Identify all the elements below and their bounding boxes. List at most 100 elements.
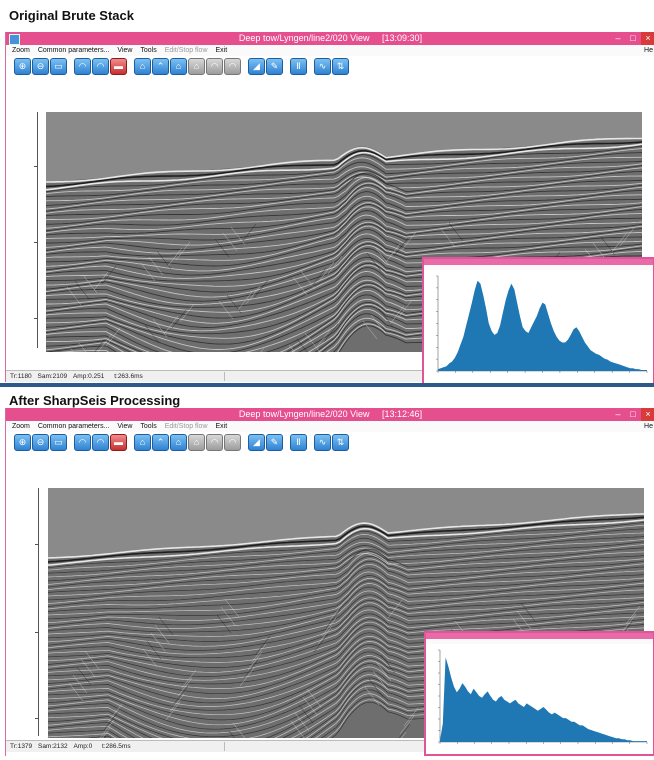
palette-icon[interactable]: ▬ xyxy=(110,58,127,75)
menu-tools[interactable]: Tools xyxy=(140,423,157,430)
trough-icon[interactable]: ⌂ xyxy=(170,58,187,75)
menu-view[interactable]: View xyxy=(117,423,133,430)
diffraction-streak xyxy=(167,247,183,267)
menu-view[interactable]: View xyxy=(117,47,133,54)
seismic-reflector xyxy=(46,156,642,202)
edit-icon[interactable]: ✎ xyxy=(266,434,283,451)
gain-icon[interactable]: ◢ xyxy=(248,58,265,75)
diffraction-streak xyxy=(74,280,90,300)
spectrum-icon[interactable]: ∿ xyxy=(314,58,331,75)
diffraction-streak xyxy=(243,659,259,679)
diffraction-streak xyxy=(214,238,230,258)
menu-common-parameters[interactable]: Common parameters... xyxy=(37,423,110,430)
undo-pick-icon[interactable]: ◠ xyxy=(206,434,223,451)
fill-icon[interactable]: ◠ xyxy=(92,58,109,75)
menu-zoom[interactable]: Zoom xyxy=(12,423,30,430)
seismic-reflector xyxy=(48,585,644,633)
redo-pick-icon[interactable]: ◠ xyxy=(224,58,241,75)
peak-icon[interactable]: ⌃ xyxy=(152,58,169,75)
redo-pick-icon[interactable]: ◠ xyxy=(224,434,241,451)
fill-icon[interactable]: ◠ xyxy=(92,434,109,451)
diffraction-streak xyxy=(329,601,345,621)
menu-tools[interactable]: Tools xyxy=(140,47,157,54)
seismic-reflector xyxy=(48,602,644,655)
seismic-reflector xyxy=(48,593,644,642)
window-title: Deep tow/Lyngen/line2/020 View xyxy=(238,33,370,43)
diffraction-streak xyxy=(173,685,189,705)
diffraction-streak xyxy=(156,250,172,270)
menu-edit-stop-flow[interactable]: Edit/Stop flow xyxy=(164,47,208,54)
wiggle-icon[interactable]: ◠ xyxy=(74,434,91,451)
seismic-section[interactable] xyxy=(48,488,644,738)
diffraction-streak xyxy=(105,327,121,347)
menu-common-parameters[interactable]: Common parameters... xyxy=(37,47,110,54)
wiggle-icon[interactable]: ◠ xyxy=(74,58,91,75)
diffraction-streak xyxy=(306,688,322,708)
horizon-icon[interactable]: ⌂ xyxy=(134,58,151,75)
diffraction-streak xyxy=(611,233,627,253)
diffraction-streak xyxy=(380,654,396,674)
menu-exit[interactable]: Exit xyxy=(215,47,228,54)
diffraction-streak xyxy=(101,727,111,738)
amplitude-histogram-window[interactable] xyxy=(422,257,654,385)
seismic-reflector xyxy=(46,198,642,244)
diffraction-streak xyxy=(72,674,88,694)
pick-icon[interactable]: ⌂ xyxy=(188,434,205,451)
histogram-menu xyxy=(424,265,653,270)
pause-icon[interactable]: Ⅱ xyxy=(290,434,307,451)
diffraction-streak xyxy=(99,719,115,738)
spectrum-icon[interactable]: ∿ xyxy=(314,434,331,451)
zoom-out-icon[interactable]: ⊖ xyxy=(32,434,49,451)
amplitude-icon[interactable]: ⇅ xyxy=(332,434,349,451)
minimize-icon[interactable]: – xyxy=(615,409,621,419)
menu-help[interactable]: He xyxy=(644,47,653,54)
palette-icon[interactable]: ▬ xyxy=(110,434,127,451)
edit-icon[interactable]: ✎ xyxy=(266,58,283,75)
zoom-in-icon[interactable]: ⊕ xyxy=(14,58,31,75)
gain-icon[interactable]: ◢ xyxy=(248,434,265,451)
zoom-in-icon[interactable]: ⊕ xyxy=(14,434,31,451)
seismic-canvas[interactable] xyxy=(6,454,654,740)
pause-icon[interactable]: Ⅱ xyxy=(290,58,307,75)
seismic-reflector xyxy=(48,519,644,566)
zoom-out-icon[interactable]: ⊖ xyxy=(32,58,49,75)
seismic-reflector xyxy=(46,182,642,229)
caption-original: Original Brute Stack xyxy=(9,8,134,23)
histogram-title-bar xyxy=(424,259,653,265)
menu-exit[interactable]: Exit xyxy=(215,423,228,430)
trough-icon[interactable]: ⌂ xyxy=(170,434,187,451)
diffraction-streak xyxy=(94,339,105,352)
menu-edit-stop-flow[interactable]: Edit/Stop flow xyxy=(164,423,208,430)
status-time: t:286.5ms xyxy=(102,743,131,750)
diffraction-streak xyxy=(260,347,265,352)
diffraction-streak xyxy=(302,696,318,716)
title-bar[interactable]: Deep tow/Lyngen/line2/020 View [13:09:30… xyxy=(6,32,654,45)
menu-help[interactable]: He xyxy=(644,423,653,430)
fit-view-icon[interactable]: ▭ xyxy=(50,58,67,75)
seismic-reflector xyxy=(46,206,642,254)
close-icon[interactable]: × xyxy=(641,408,654,421)
close-icon[interactable]: × xyxy=(641,32,654,45)
diffraction-streak xyxy=(179,303,195,323)
maximize-icon[interactable]: □ xyxy=(630,409,636,419)
fit-view-icon[interactable]: ▭ xyxy=(50,434,67,451)
maximize-icon[interactable]: □ xyxy=(630,33,636,43)
pick-icon[interactable]: ⌂ xyxy=(188,58,205,75)
horizon-icon[interactable]: ⌂ xyxy=(134,434,151,451)
histogram-area xyxy=(438,280,647,371)
diffraction-streak xyxy=(237,291,253,311)
amplitude-histogram-window[interactable] xyxy=(424,631,654,756)
undo-pick-icon[interactable]: ◠ xyxy=(206,58,223,75)
diffraction-streak xyxy=(304,332,320,352)
diffraction-streak xyxy=(107,703,123,723)
diffraction-streak xyxy=(621,613,637,633)
diffraction-streak xyxy=(368,678,384,698)
minimize-icon[interactable]: – xyxy=(615,33,621,43)
diffraction-streak xyxy=(313,633,329,653)
diffraction-streak xyxy=(255,635,271,655)
diffraction-streak xyxy=(146,640,162,660)
menu-zoom[interactable]: Zoom xyxy=(12,47,30,54)
amplitude-icon[interactable]: ⇅ xyxy=(332,58,349,75)
title-bar[interactable]: Deep tow/Lyngen/line2/020 View [13:12:46… xyxy=(6,408,654,421)
peak-icon[interactable]: ⌃ xyxy=(152,434,169,451)
